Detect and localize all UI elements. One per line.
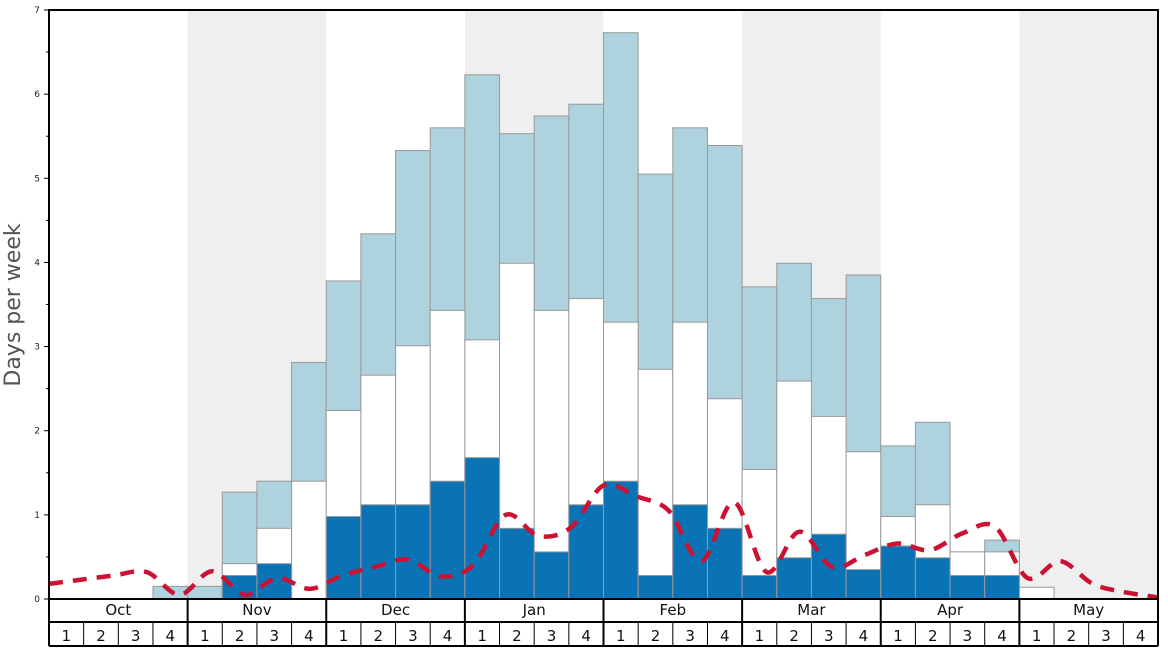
week-label: 2	[373, 627, 383, 645]
month-label: May	[1073, 601, 1104, 619]
week-label: 3	[131, 627, 141, 645]
y-tick-label: 2	[34, 427, 40, 437]
bar-dark	[914, 557, 951, 600]
bar-dark	[810, 533, 847, 600]
month-label: Jan	[522, 601, 546, 619]
bar-dark	[637, 574, 674, 600]
week-label: 1	[200, 627, 210, 645]
x-axis: Oct 1 2 3 4 Nov 1 2 3 4 Dec 1 2 3 4 Jan 1 2 3 4 Feb 1 2 3 4 Mar 1 2…	[48, 599, 1159, 647]
bar-mid	[291, 480, 327, 600]
month-label: Oct	[105, 601, 131, 619]
week-label: 3	[269, 627, 279, 645]
month-label: Dec	[381, 601, 410, 619]
bar-mid	[637, 368, 674, 600]
y-axis-label: Days per week	[1, 223, 26, 386]
week-label: 2	[928, 627, 938, 645]
week-label: 3	[824, 627, 834, 645]
week-label: 4	[720, 627, 730, 645]
week-label: 4	[166, 627, 176, 645]
month-label: Nov	[242, 601, 271, 619]
week-label: 4	[1136, 627, 1146, 645]
week-label: 3	[963, 627, 973, 645]
y-tick-label: 6	[34, 90, 40, 100]
bar-dark	[499, 527, 535, 600]
week-label: 3	[547, 627, 557, 645]
month-label: Mar	[797, 601, 826, 619]
bar-dark	[741, 574, 778, 600]
week-label: 2	[512, 627, 522, 645]
bar-dark	[429, 480, 466, 600]
y-axis: 0 1 2 3 4 5 6 7	[34, 6, 49, 605]
week-label: 1	[339, 627, 349, 645]
plot-frame	[48, 9, 1159, 600]
bar-dark	[984, 574, 1020, 600]
week-label: 4	[581, 627, 591, 645]
bar-dark	[360, 504, 397, 600]
bar-mid	[1018, 586, 1055, 600]
week-label: 4	[443, 627, 453, 645]
y-tick-label: 0	[34, 595, 40, 605]
dashed-series-line	[48, 481, 1159, 600]
week-label: 3	[408, 627, 418, 645]
week-label: 4	[304, 627, 314, 645]
week-label: 4	[859, 627, 869, 645]
bar-dark	[880, 545, 916, 600]
y-tick-label: 3	[34, 343, 40, 353]
y-tick-label: 1	[34, 511, 40, 521]
week-label: 2	[1067, 627, 1077, 645]
week-label: 2	[96, 627, 106, 645]
week-label: 1	[755, 627, 765, 645]
week-label: 4	[997, 627, 1007, 645]
bar-dark	[949, 574, 986, 600]
y-tick-label: 7	[34, 6, 40, 16]
bar-dark	[325, 516, 362, 600]
bar-dark	[845, 569, 882, 600]
y-tick-label: 5	[34, 174, 40, 184]
month-label: Feb	[660, 601, 687, 619]
week-label: 1	[616, 627, 626, 645]
bar-dark	[533, 551, 570, 600]
week-label: 1	[477, 627, 487, 645]
week-label: 3	[1101, 627, 1111, 645]
bar-dark	[776, 557, 812, 600]
bar-series	[152, 32, 1055, 600]
week-label: 1	[893, 627, 903, 645]
bar-dark	[568, 504, 604, 600]
bar-dark	[395, 504, 431, 600]
week-label: 2	[789, 627, 799, 645]
week-label: 2	[651, 627, 661, 645]
week-label: 1	[1032, 627, 1042, 645]
week-label: 3	[685, 627, 695, 645]
month-label: Apr	[937, 601, 964, 619]
week-label: 1	[62, 627, 72, 645]
shade-band-may	[1019, 10, 1158, 599]
y-tick-label: 4	[34, 258, 40, 268]
bar-dark	[603, 480, 639, 600]
week-label: 2	[235, 627, 245, 645]
